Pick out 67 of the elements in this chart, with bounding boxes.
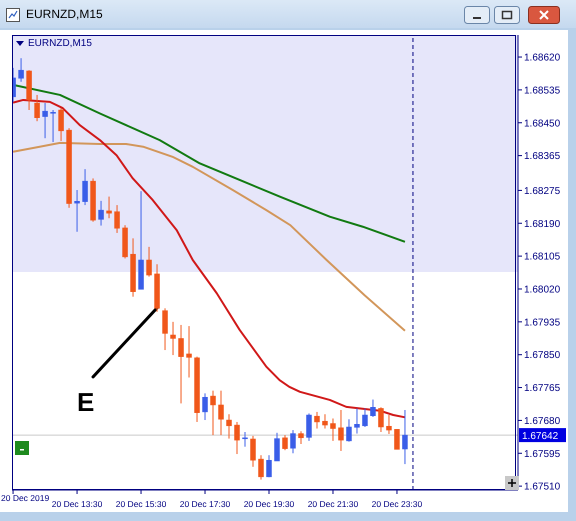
candlestick <box>402 409 408 465</box>
candlestick <box>114 204 120 234</box>
y-tick-label: 1.67765 <box>524 383 561 394</box>
candlestick <box>330 418 336 442</box>
candlestick <box>58 108 64 142</box>
candlestick <box>306 412 312 442</box>
candlestick <box>178 324 184 404</box>
candlestick <box>354 408 360 434</box>
y-tick-label: 1.68535 <box>524 85 561 96</box>
candlestick <box>170 321 176 356</box>
candlestick <box>42 102 48 139</box>
candlestick <box>186 326 192 378</box>
candlestick <box>346 418 352 442</box>
candlestick <box>98 200 104 226</box>
candlestick <box>370 399 376 418</box>
candlestick <box>322 414 328 430</box>
y-tick-label: 1.67850 <box>524 350 561 362</box>
annotation: EURNZD,M15 <box>28 38 92 49</box>
candlestick <box>258 454 264 480</box>
y-tick-label: 1.67510 <box>524 482 561 493</box>
candlestick <box>50 109 56 143</box>
y-tick-label: 1.68275 <box>524 186 561 197</box>
x-tick-label: 20 Dec 15:30 <box>116 499 167 509</box>
x-tick-label: 20 Dec 23:30 <box>372 499 423 509</box>
y-tick-label: 1.68105 <box>524 252 561 263</box>
text: 20 Dec 2019 <box>1 493 50 503</box>
candlestick <box>290 430 296 454</box>
annotation: E <box>77 386 94 417</box>
candlestick <box>234 421 240 455</box>
candlestick <box>202 392 208 421</box>
candlestick <box>162 308 168 351</box>
y-tick-label: 1.68020 <box>524 284 561 296</box>
candlestick <box>226 414 232 440</box>
candlestick <box>338 409 344 452</box>
candlestick <box>394 428 400 450</box>
candlestick <box>242 432 248 448</box>
candlestick <box>274 432 280 462</box>
x-tick-label: 20 Dec 19:30 <box>244 499 295 509</box>
candlestick <box>266 454 272 478</box>
candlestick <box>146 246 152 278</box>
candlestick <box>82 168 88 206</box>
y-tick-label: 1.67935 <box>524 317 561 328</box>
candlestick <box>74 190 80 232</box>
candlestick <box>314 411 320 430</box>
line-series <box>12 142 406 332</box>
x-tick-label: 20 Dec 13:30 <box>52 499 103 509</box>
candlestick <box>218 390 224 436</box>
candlestick <box>250 435 256 468</box>
candlestick <box>210 390 216 436</box>
candlestick <box>378 406 384 433</box>
candlestick <box>106 196 112 219</box>
y-tick-label: 1.67680 <box>524 416 561 427</box>
candlestick <box>386 414 392 434</box>
y-tick-label: 1.67595 <box>524 448 561 460</box>
candlestick <box>18 58 24 82</box>
x-tick-label: 20 Dec 21:30 <box>308 499 359 509</box>
y-tick-label: 1.68450 <box>524 118 561 130</box>
candlestick <box>298 430 304 444</box>
y-tick-label: 1.68190 <box>524 218 561 230</box>
candlestick <box>282 434 288 451</box>
ref-line-label: 1.67642 <box>522 431 559 442</box>
x-tick-label: 20 Dec 17:30 <box>180 499 231 509</box>
y-tick-label: 1.68620 <box>524 52 561 64</box>
chart-title: EURNZD,M15 <box>26 7 103 21</box>
candlestick <box>34 94 40 122</box>
candlestick <box>362 408 368 428</box>
y-tick-label: 1.68365 <box>524 151 561 162</box>
